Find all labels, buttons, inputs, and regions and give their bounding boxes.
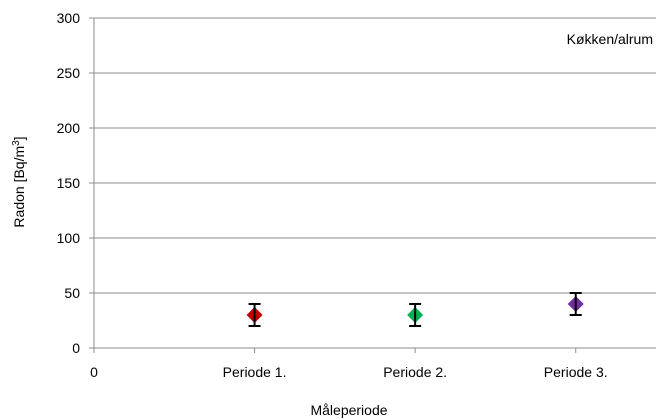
chart-annotation: Køkken/alrum <box>567 31 653 47</box>
y-tick-label: 0 <box>72 340 80 356</box>
data-point <box>567 292 584 316</box>
y-axis-title-end: ] <box>11 136 27 140</box>
y-axis-title: Radon [Bq/m3] <box>11 136 27 227</box>
y-tick-labels: 0 50 100 150 200 250 300 <box>57 10 81 356</box>
data-point <box>246 303 263 327</box>
x-axis-title: Måleperiode <box>310 402 387 418</box>
y-tick-label: 50 <box>64 285 80 301</box>
y-tick-label: 150 <box>57 175 81 191</box>
gridlines <box>94 17 656 294</box>
x-tick-label-origin: 0 <box>90 364 98 380</box>
y-axis-title-superscript: 3 <box>11 140 22 146</box>
y-tick-label: 100 <box>57 230 81 246</box>
x-tick-label: Periode 3. <box>544 364 608 380</box>
y-tick-label: 300 <box>57 10 81 26</box>
data-points <box>246 292 584 327</box>
x-tick-label: Periode 2. <box>383 364 447 380</box>
axes <box>89 17 656 353</box>
x-tick-label: Periode 1. <box>223 364 287 380</box>
y-tick-label: 200 <box>57 120 81 136</box>
data-point <box>407 303 424 327</box>
y-axis-title-main: Radon [Bq/m <box>11 146 27 228</box>
y-tick-label: 250 <box>57 65 81 81</box>
x-tick-labels: 0 Periode 1. Periode 2. Periode 3. <box>90 364 608 380</box>
